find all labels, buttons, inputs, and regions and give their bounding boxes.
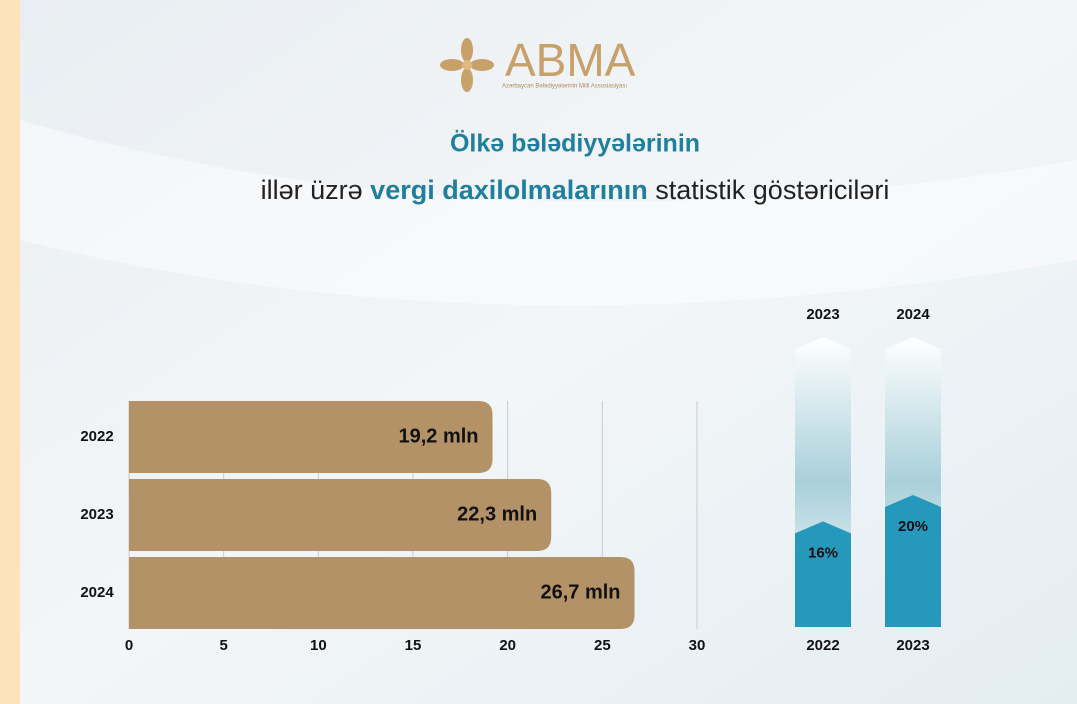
value-label: 20% [898, 518, 928, 535]
x-tick-label: 10 [310, 637, 327, 654]
y-tick-label: 2022 [80, 428, 113, 445]
x-tick-label: 5 [219, 637, 227, 654]
value-label: 19,2 mln [398, 425, 478, 447]
x-tick-label: 0 [125, 637, 133, 654]
title-line2: illər üzrə vergi daxilolmalarının statis… [261, 175, 890, 205]
x-tick-label: 20 [499, 637, 516, 654]
y-tick-label: 2024 [80, 584, 114, 601]
logo-name: ABMA [505, 34, 636, 86]
y-tick-label: 2023 [80, 506, 113, 523]
growth-fill [795, 521, 851, 627]
title-part: statistik göstəriciləri [648, 175, 890, 205]
x-tick-label: 30 [689, 637, 706, 654]
value-label: 16% [808, 544, 838, 561]
title-line1: Ölkə bələdiyyələrinin [450, 129, 700, 158]
x-tick-label: 15 [405, 637, 422, 654]
value-label: 22,3 mln [457, 503, 537, 525]
end-label: 2023 [806, 306, 839, 323]
title-part: illər üzrə [261, 175, 371, 205]
start-label: 2023 [896, 637, 929, 654]
growth-fill [885, 495, 941, 627]
x-tick-label: 25 [594, 637, 611, 654]
side-strip [0, 0, 20, 704]
start-label: 2022 [806, 637, 839, 654]
title-highlight: vergi daxilolmalarının [370, 175, 648, 205]
value-label: 26,7 mln [540, 581, 620, 603]
logo-subtitle: Azərbaycan Bələdiyyələrinin Milli Assosi… [502, 84, 627, 90]
infographic: ABMA Azərbaycan Bələdiyyələrinin Milli A… [0, 0, 1077, 704]
end-label: 2024 [896, 306, 930, 323]
